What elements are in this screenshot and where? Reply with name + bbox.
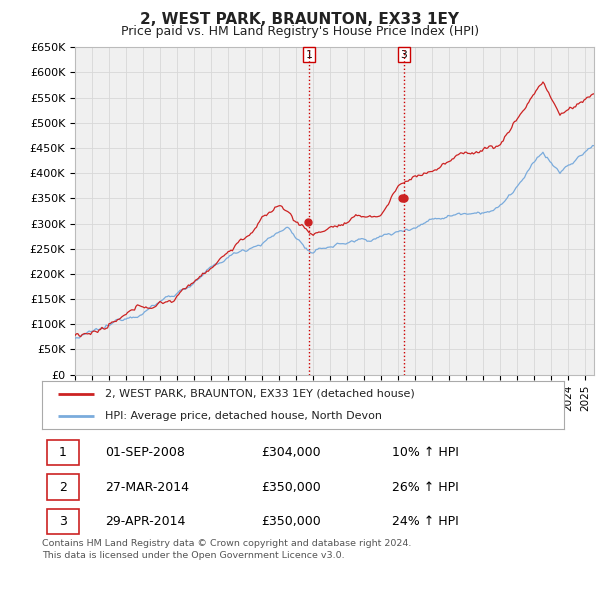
- Text: Contains HM Land Registry data © Crown copyright and database right 2024.
This d: Contains HM Land Registry data © Crown c…: [42, 539, 412, 560]
- Text: £350,000: £350,000: [261, 480, 321, 493]
- FancyBboxPatch shape: [47, 474, 79, 500]
- Text: HPI: Average price, detached house, North Devon: HPI: Average price, detached house, Nort…: [104, 411, 382, 421]
- FancyBboxPatch shape: [47, 509, 79, 534]
- Text: Price paid vs. HM Land Registry's House Price Index (HPI): Price paid vs. HM Land Registry's House …: [121, 25, 479, 38]
- Text: 1: 1: [59, 446, 67, 459]
- Text: £350,000: £350,000: [261, 514, 321, 527]
- Text: 2: 2: [59, 480, 67, 493]
- Text: 3: 3: [401, 50, 407, 60]
- Text: £304,000: £304,000: [261, 446, 321, 459]
- Text: 24% ↑ HPI: 24% ↑ HPI: [392, 514, 458, 527]
- Text: 2, WEST PARK, BRAUNTON, EX33 1EY: 2, WEST PARK, BRAUNTON, EX33 1EY: [140, 12, 460, 27]
- FancyBboxPatch shape: [47, 440, 79, 466]
- Text: 1: 1: [305, 50, 313, 60]
- Text: 29-APR-2014: 29-APR-2014: [104, 514, 185, 527]
- Text: 10% ↑ HPI: 10% ↑ HPI: [392, 446, 458, 459]
- Text: 27-MAR-2014: 27-MAR-2014: [104, 480, 188, 493]
- Text: 01-SEP-2008: 01-SEP-2008: [104, 446, 185, 459]
- Text: 3: 3: [59, 514, 67, 527]
- Text: 2, WEST PARK, BRAUNTON, EX33 1EY (detached house): 2, WEST PARK, BRAUNTON, EX33 1EY (detach…: [104, 389, 415, 399]
- Text: 26% ↑ HPI: 26% ↑ HPI: [392, 480, 458, 493]
